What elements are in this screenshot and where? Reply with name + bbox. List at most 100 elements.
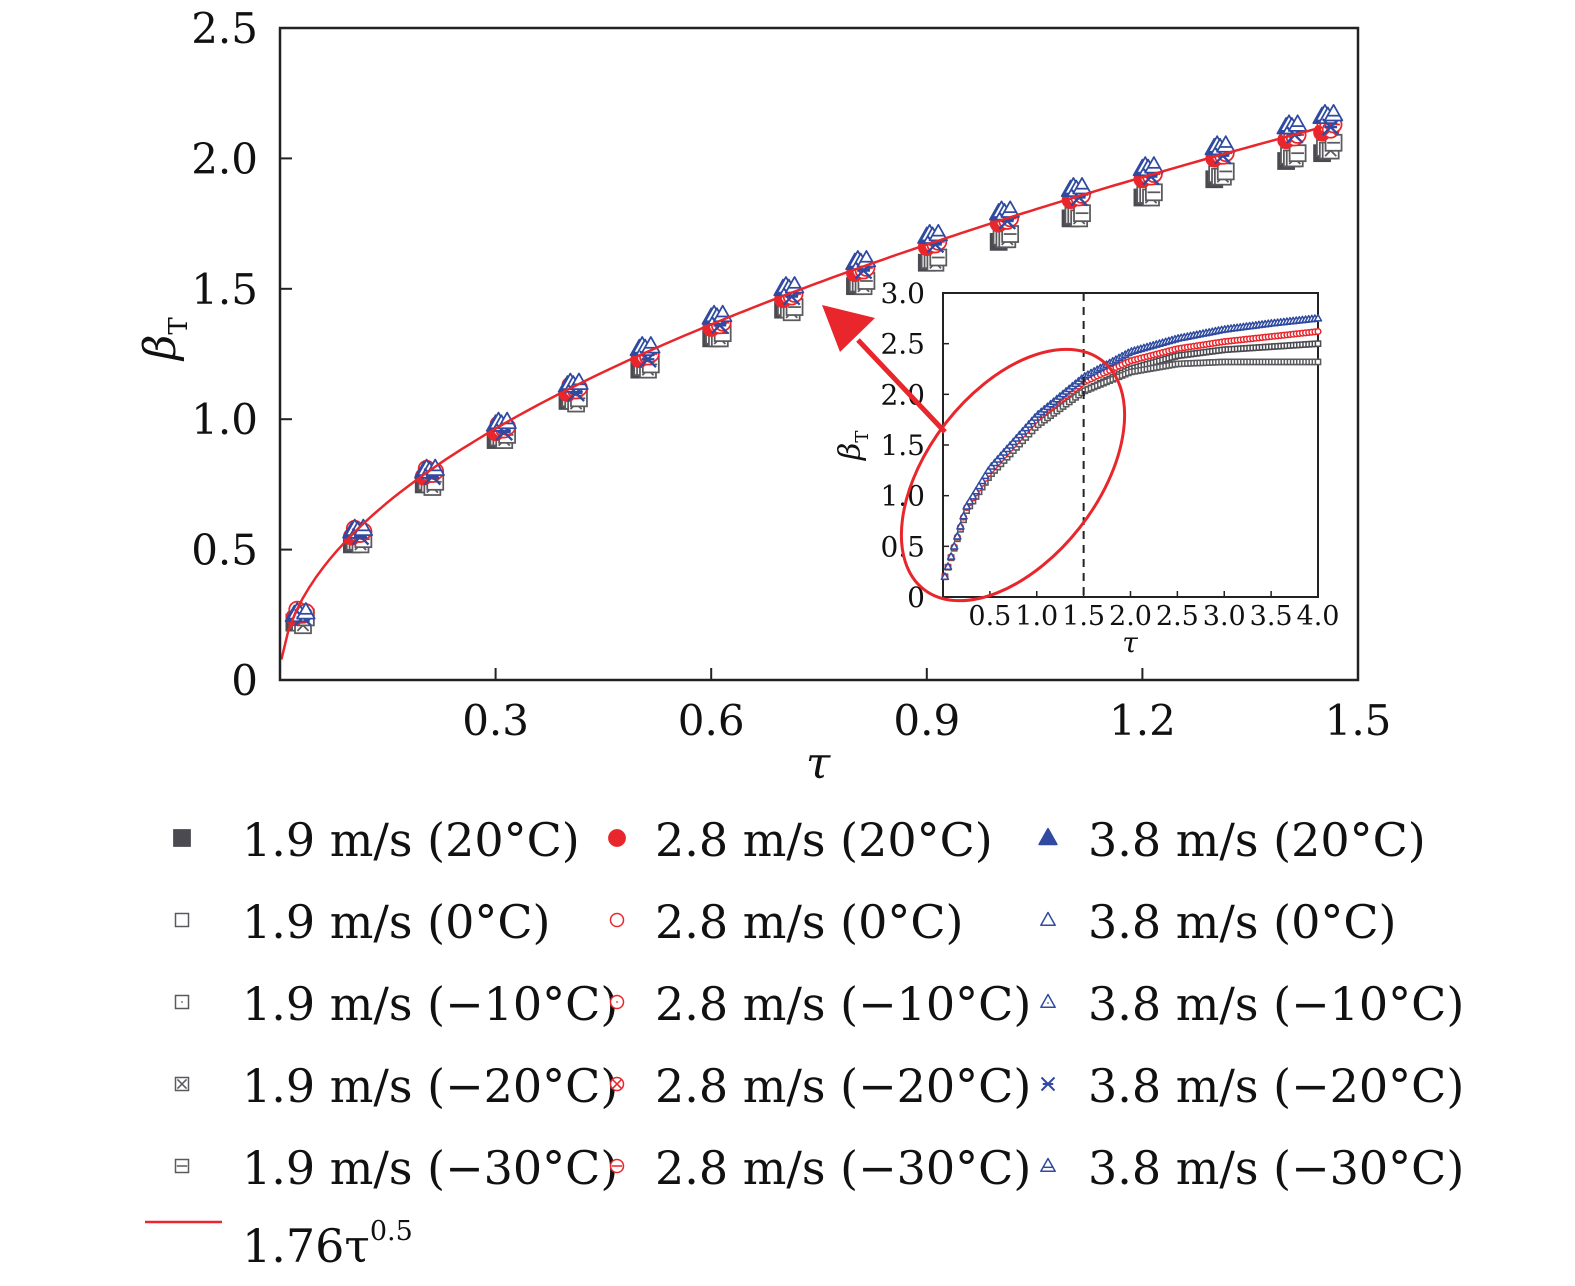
data-point [296,602,316,620]
inset-plot: 0.5 1.0 1.5 2.0 2.5 3.0 3.5 4.000.51.01.52.02.5… [822,277,1339,659]
legend-item: 2.8 m/s (20°C) [608,813,993,867]
legend-label-fit: 1.76τ0.5 [242,1216,413,1273]
legend-label: 1.9 m/s (0°C) [242,895,550,949]
legend-marker-icon [1040,1157,1056,1172]
inset-data-point [946,552,956,560]
inset-y-tick-label: 2.5 [880,328,925,361]
data-point [1145,183,1163,202]
inset-x-axis-label: τ [1122,626,1138,659]
inset-x-tick-label: 4.0 [1297,601,1340,632]
legend-marker-icon [609,1076,625,1092]
legend-item: 3.8 m/s (20°C) [1038,813,1426,867]
annotation-arrow [856,338,947,434]
legend-item: 1.9 m/s (0°C) [174,895,550,949]
legend-label: 1.9 m/s (−10°C) [242,977,618,1031]
legend-item: 1.9 m/s (20°C) [173,813,580,867]
data-point [639,350,657,369]
legend-label: 2.8 m/s (−10°C) [655,977,1031,1031]
legend-label: 3.8 m/s (−10°C) [1088,977,1464,1031]
legend-marker-icon [1040,993,1056,1008]
series-13 [294,118,1340,627]
x-tick-label: 1.2 [1109,696,1176,745]
inset-x-tick-label: 0.5 [968,601,1011,632]
legend-label: 1.9 m/s (−20°C) [242,1059,618,1113]
inset-y-axis-label: βT [833,431,873,461]
inset-data-point [974,481,984,490]
y-tick-label: 0 [231,656,258,705]
inset-x-tick-label: 2.5 [1156,601,1199,632]
legend-marker-icon [608,829,626,847]
data-point [1073,204,1091,223]
inset-series-3 [940,313,1323,581]
legend-item-fit: 1.76τ0.5 [145,1216,413,1273]
legend-marker-icon [609,1158,625,1174]
data-point [1321,118,1340,136]
inset-data-point [959,511,968,520]
inset-y-tick-label: 1.5 [880,429,925,462]
inset-data-point [956,521,965,530]
legend-label: 2.8 m/s (20°C) [655,813,993,867]
legend-label: 3.8 m/s (0°C) [1088,895,1396,949]
inset-x-tick-label: 1.5 [1062,601,1105,632]
legend-marker-icon [1040,911,1056,926]
legend-item: 1.9 m/s (−10°C) [174,977,618,1031]
inset-data-point [971,486,981,495]
inset-data-point [984,466,993,475]
legend-label: 3.8 m/s (−20°C) [1088,1059,1464,1113]
legend-label: 1.9 m/s (20°C) [242,813,580,867]
inset-data-point [1314,358,1322,366]
legend-marker-icon [1040,1076,1056,1092]
y-tick-label: 1.0 [191,395,258,444]
inset-y-tick-label: 0 [907,581,925,614]
legend-marker-icon [609,912,625,928]
inset-data-point [981,471,990,480]
legend-label: 3.8 m/s (−30°C) [1088,1141,1464,1195]
x-tick-label: 0.6 [678,696,745,745]
legend-marker-icon [174,1158,190,1174]
legend-label: 1.9 m/s (−30°C) [242,1141,618,1195]
inset-data-point [1314,327,1322,336]
inset-y-tick-label: 1.0 [880,480,925,513]
legend-marker-icon [1038,827,1058,846]
y-tick-label: 2.0 [191,134,258,183]
legend-label: 3.8 m/s (20°C) [1088,813,1426,867]
inset-x-tick-label: 1.0 [1015,601,1058,632]
y-tick-label: 0.5 [191,526,258,575]
legend-marker-icon [174,912,190,928]
legend-marker-icon [174,994,190,1010]
legend-item: 3.8 m/s (−20°C) [1040,1059,1464,1113]
legend-item: 3.8 m/s (−10°C) [1040,977,1464,1031]
y-axis-label: βT [135,317,194,362]
legend-label: 2.8 m/s (−20°C) [655,1059,1031,1113]
inset-x-tick-label: 3.5 [1250,601,1293,632]
x-tick-label: 0.3 [462,696,529,745]
inset-y-tick-label: 3.0 [880,277,925,310]
inset-data-point [962,502,971,510]
data-point [1216,162,1235,181]
data-point [1072,177,1092,195]
series-14 [296,103,1344,620]
legend-item: 2.8 m/s (0°C) [609,895,963,949]
fit-line [280,126,1323,660]
arrow-head-icon [822,305,875,352]
data-point [1323,103,1344,122]
legend-item: 2.8 m/s (−20°C) [609,1059,1031,1113]
data-point [1287,114,1308,132]
inset-data-point [949,542,959,550]
legend-marker-icon [174,1076,190,1092]
data-point [929,248,948,267]
x-tick-label: 1.5 [1325,696,1392,745]
legend-item: 3.8 m/s (0°C) [1040,895,1396,949]
inset-x-tick-label: 3.0 [1203,601,1246,632]
inset-data-point [953,531,962,540]
inset-data-point [940,572,950,581]
legend-item: 2.8 m/s (−30°C) [609,1141,1031,1195]
inset-x-tick-label: 2.0 [1109,601,1152,632]
legend-marker-icon [173,829,191,847]
y-tick-label: 2.5 [191,4,258,53]
inset-data-point [977,476,987,485]
legend-label: 2.8 m/s (−30°C) [655,1141,1031,1195]
x-axis-label: τ [806,738,831,789]
